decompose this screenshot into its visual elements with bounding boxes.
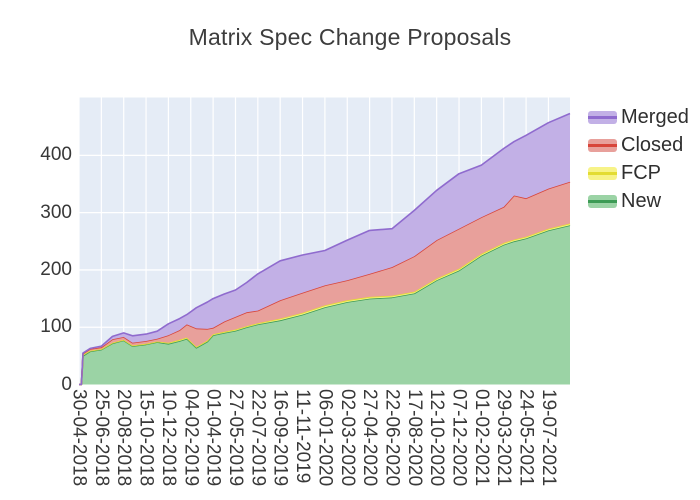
x-tick-label-7: 27-05-2019 — [225, 389, 246, 487]
legend-item-closed[interactable]: Closed — [588, 131, 689, 159]
x-tick-label-14: 22-06-2020 — [381, 389, 403, 487]
legend-label-merged: Merged — [621, 106, 689, 128]
area-merged — [79, 113, 570, 385]
legend-item-fcp[interactable]: FCP — [588, 159, 689, 187]
y-tick-label-3: 300 — [40, 201, 72, 223]
x-tick-label-15: 17-08-2020 — [403, 389, 425, 487]
x-tick-label-6: 01-04-2019 — [202, 389, 224, 487]
x-tick-label-12: 02-03-2020 — [336, 389, 358, 487]
legend-label-fcp: FCP — [621, 162, 661, 184]
x-tick-label-16: 12-10-2020 — [426, 389, 448, 487]
chart-title: Matrix Spec Change Proposals — [188, 24, 512, 50]
legend-swatch-merged-icon — [588, 110, 617, 124]
legend-label-new: New — [621, 190, 662, 212]
x-tick-label-8: 22-07-2019 — [247, 389, 269, 487]
legend-swatch-fcp-icon — [588, 166, 617, 180]
y-tick-label-1: 100 — [40, 316, 72, 338]
area-closed — [79, 181, 570, 385]
legend-swatch-closed-icon — [588, 138, 617, 152]
x-tick-label-21: 19-07-2021 — [537, 389, 559, 487]
x-tick-label-3: 15-10-2018 — [135, 389, 157, 487]
legend: Merged Closed FCP New — [588, 103, 689, 215]
x-tick-label-18: 01-02-2021 — [470, 389, 492, 487]
legend-label-closed: Closed — [621, 134, 684, 156]
line-merged — [79, 112, 571, 386]
y-tick-label-4: 400 — [40, 144, 72, 166]
x-tick-label-9: 16-09-2019 — [269, 389, 291, 487]
x-tick-label-20: 24-05-2021 — [515, 389, 537, 487]
x-tick-label-11: 06-01-2020 — [314, 389, 336, 487]
x-tick-label-1: 25-06-2018 — [90, 389, 112, 487]
x-tick-label-19: 29-03-2021 — [493, 389, 515, 487]
x-tick-label-10: 11-11-2019 — [292, 389, 313, 484]
y-tick-label-2: 200 — [40, 258, 72, 280]
x-tick-label-4: 10-12-2018 — [157, 389, 179, 487]
x-tick-label-2: 20-08-2018 — [113, 389, 135, 487]
legend-item-merged[interactable]: Merged — [588, 103, 689, 131]
x-tick-label-17: 07-12-2020 — [448, 389, 470, 487]
legend-swatch-new-icon — [588, 194, 617, 208]
legend-item-new[interactable]: New — [588, 187, 689, 215]
x-tick-label-5: 04-02-2019 — [180, 389, 202, 487]
area-new — [79, 225, 570, 385]
x-tick-label-0: 30-04-2018 — [68, 389, 90, 487]
x-tick-label-13: 27-04-2020 — [359, 389, 381, 487]
y-tick-label-0: 0 — [61, 373, 72, 395]
